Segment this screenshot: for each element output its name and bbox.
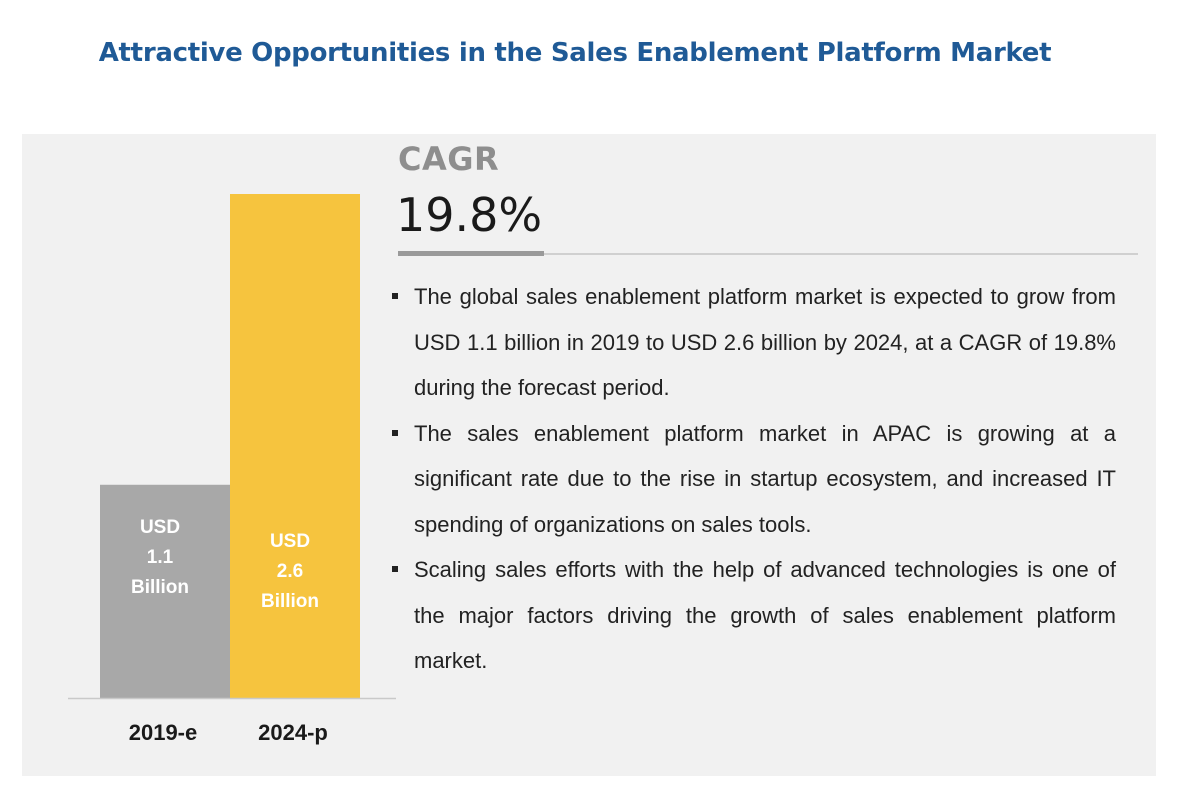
bar-data-label: 1.1 (147, 547, 174, 568)
bar-data-label: Billion (261, 591, 319, 612)
market-size-bar-chart: USD 1.1 Billion 2019-e USD 2.6 Billion 2024-p (68, 194, 396, 745)
bar-data-label: USD (140, 517, 180, 538)
cagr-value: 19.8% (396, 188, 543, 242)
bar-2019-e (100, 484, 230, 698)
cagr-underline-accent (398, 251, 544, 256)
x-tick-label: 2024-p (258, 720, 328, 745)
key-point-text: The global sales enablement platform mar… (414, 284, 1116, 400)
bullet-square-icon (392, 293, 398, 299)
key-point-text: Scaling sales efforts with the help of a… (414, 557, 1116, 673)
page-title: Attractive Opportunities in the Sales En… (98, 38, 1052, 68)
key-point-text: The sales enablement platform market in … (414, 420, 1116, 537)
bar-data-label: USD (270, 531, 310, 552)
key-point: The sales enablement platform market in … (386, 411, 1116, 548)
bar-data-label: Billion (131, 577, 189, 598)
bullet-square-icon (392, 429, 398, 436)
x-tick-label: 2019-e (129, 720, 198, 745)
key-points-list: The global sales enablement platform mar… (386, 274, 1116, 684)
bar-2024-p (230, 194, 360, 698)
bullet-square-icon (392, 566, 398, 572)
cagr-divider (544, 253, 1138, 255)
cagr-label: CAGR (398, 140, 500, 178)
bar-data-label: 2.6 (277, 561, 303, 582)
key-point: The global sales enablement platform mar… (386, 274, 1116, 411)
key-point: Scaling sales efforts with the help of a… (386, 547, 1116, 684)
